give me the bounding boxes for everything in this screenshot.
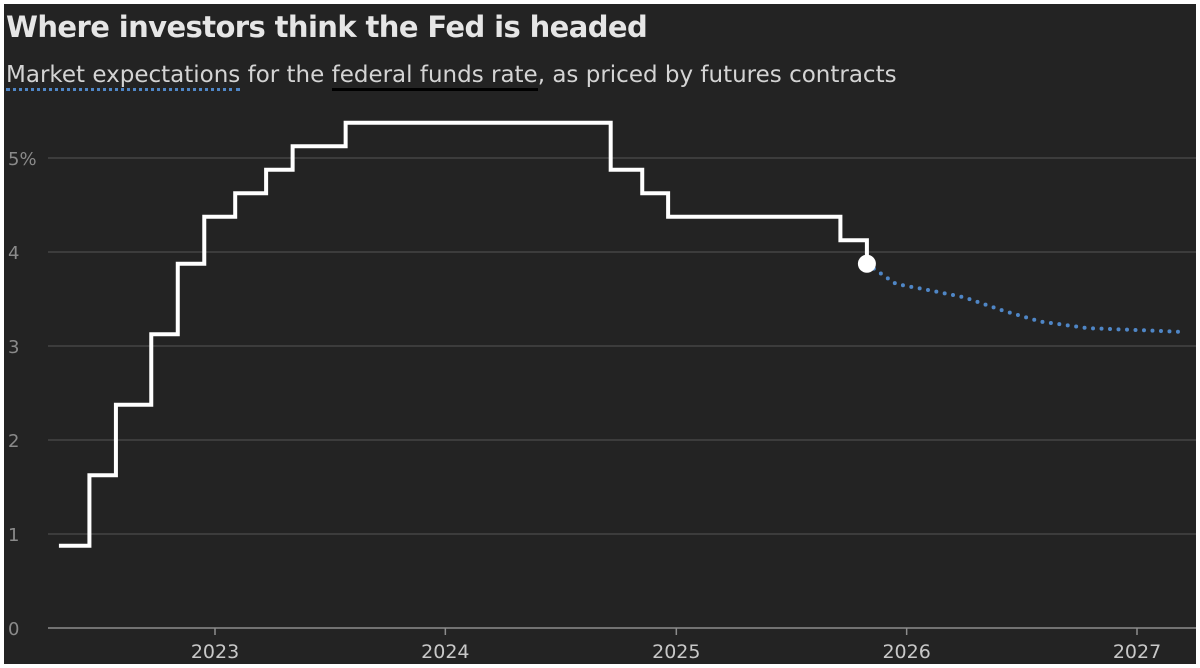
subtitle-text: for the [240,62,332,88]
market-expectations-dotted-line [864,261,1186,334]
y-tick-label: 2 [8,431,19,452]
x-tick-label: 2026 [882,641,930,663]
y-tick-label: 5% [8,149,37,170]
subtitle-market-expectations-key: Market expectations [6,62,241,91]
y-tick-label: 4 [8,243,19,264]
x-tick-label: 2027 [1113,641,1161,663]
chart-panel [4,4,1196,664]
current-rate-marker [857,254,876,273]
x-tick-label: 2023 [191,641,239,663]
subtitle-text-end: , as priced by futures contracts [537,62,897,88]
historical-rate-step-line [58,120,869,548]
x-tick-label: 2025 [652,641,700,663]
y-tick-label: 0 [8,619,19,640]
y-tick-label: 3 [8,337,19,358]
x-tick-label: 2024 [421,641,469,663]
chart-subtitle: Market expectations for the federal fund… [6,62,897,91]
subtitle-federal-funds-rate-key: federal funds rate [331,62,538,91]
y-tick-label: 1 [8,525,19,546]
chart-title: Where investors think the Fed is headed [6,10,648,44]
